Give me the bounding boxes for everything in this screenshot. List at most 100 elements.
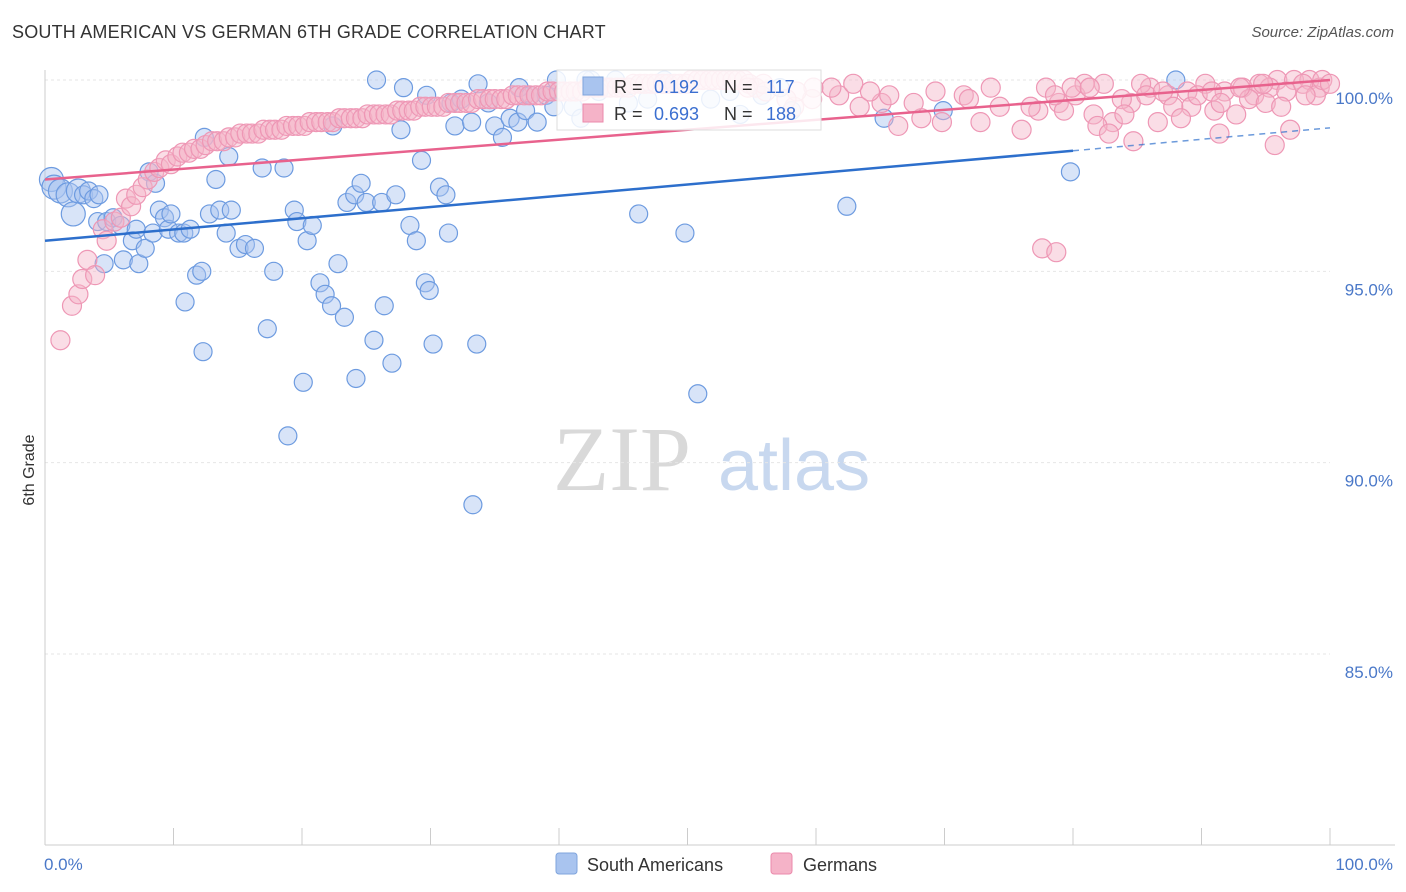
- point-south-americans-121: [366, 70, 387, 90]
- point-germans-136: [1102, 111, 1123, 133]
- point-germans-191: [859, 81, 881, 102]
- point-south-americans-36: [221, 200, 241, 220]
- point-south-americans-34: [210, 200, 230, 220]
- point-germans-202: [1061, 77, 1082, 98]
- stats-r-label-south-americans: R =: [614, 77, 643, 97]
- point-germans-159: [1131, 73, 1152, 94]
- point-germans-71: [467, 89, 489, 110]
- point-germans-175: [1295, 85, 1316, 106]
- point-south-americans-104: [1060, 162, 1081, 182]
- point-germans-34: [253, 119, 274, 140]
- point-germans-6: [92, 219, 113, 240]
- point-south-americans-31: [187, 265, 207, 285]
- point-south-americans-75: [438, 223, 459, 243]
- point-south-americans-45: [257, 319, 277, 339]
- point-germans-154: [1259, 77, 1280, 98]
- point-south-americans-57: [337, 192, 357, 213]
- point-south-americans-35: [216, 223, 236, 243]
- point-south-americans-76: [445, 116, 465, 136]
- point-south-americans-70: [419, 280, 439, 301]
- stats-r-germans: 0.693: [654, 104, 699, 124]
- point-germans-3: [72, 268, 93, 290]
- y-tick-label-95: 95.0%: [1345, 280, 1393, 299]
- axes: [44, 70, 1395, 846]
- point-south-americans-29: [161, 204, 181, 224]
- stats-n-label-germans: N =: [724, 104, 753, 124]
- point-germans-125: [888, 115, 909, 137]
- x-tick-label-min: 0.0%: [44, 855, 83, 874]
- legend-label-south-americans: South Americans: [587, 855, 723, 875]
- point-germans-201: [1046, 242, 1067, 263]
- point-south-americans-39: [244, 238, 265, 258]
- point-germans-187: [958, 89, 980, 110]
- point-germans-42: [299, 111, 320, 133]
- legend-label-germans: Germans: [803, 855, 877, 875]
- point-south-americans-84: [508, 112, 528, 132]
- point-germans-77: [502, 85, 523, 106]
- point-south-americans-30: [175, 292, 195, 312]
- point-germans-35: [259, 119, 280, 140]
- point-germans-158: [1111, 89, 1132, 110]
- point-south-americans-110: [463, 495, 483, 515]
- point-south-americans-19: [135, 238, 155, 258]
- point-south-americans-71: [423, 334, 443, 354]
- point-south-americans-54: [328, 254, 348, 274]
- point-south-americans-79: [462, 112, 482, 132]
- point-germans-47: [329, 108, 350, 129]
- source-credit: Source: ZipAtlas.com: [1251, 24, 1394, 41]
- point-germans-45: [317, 111, 338, 133]
- point-germans-193: [821, 77, 842, 98]
- point-south-americans-52: [315, 284, 335, 304]
- point-germans-69: [456, 92, 477, 114]
- stats-swatch-south-americans: [582, 76, 604, 96]
- point-south-americans-4: [60, 201, 86, 227]
- point-germans-185: [1020, 96, 1041, 117]
- watermark-atlas: atlas: [718, 426, 870, 506]
- stats-n-south-americans: 117: [766, 77, 795, 97]
- point-south-americans-101: [837, 196, 857, 216]
- point-germans-181: [1210, 92, 1231, 114]
- point-germans-0: [50, 330, 71, 351]
- point-south-americans-119: [393, 78, 414, 98]
- point-germans-177: [1319, 73, 1341, 94]
- point-south-americans-95: [629, 204, 649, 224]
- point-germans-131: [1011, 119, 1032, 140]
- point-germans-149: [1147, 111, 1168, 133]
- point-south-americans-118: [688, 384, 708, 404]
- point-germans-152: [1226, 104, 1247, 125]
- point-germans-163: [1209, 123, 1230, 144]
- point-germans-73: [479, 89, 500, 110]
- point-germans-79: [514, 85, 535, 106]
- point-germans-81: [525, 85, 546, 106]
- point-south-americans-33: [199, 204, 220, 224]
- point-south-americans-72: [411, 150, 432, 170]
- point-germans-157: [1087, 115, 1108, 137]
- point-germans-5: [85, 265, 106, 286]
- point-germans-55: [375, 104, 396, 125]
- point-germans-2: [68, 284, 89, 305]
- point-south-americans-44: [264, 261, 284, 281]
- point-south-americans-53: [321, 296, 342, 316]
- point-germans-170: [1114, 104, 1135, 125]
- point-germans-48: [334, 108, 355, 129]
- stats-legend: R = 0.192 N = 117 R = 0.693 N = 188: [556, 69, 822, 131]
- point-germans-57: [386, 100, 408, 121]
- point-germans-8: [104, 211, 125, 232]
- point-germans-127: [931, 111, 953, 133]
- point-germans-30: [230, 123, 251, 144]
- point-germans-72: [473, 89, 494, 110]
- point-germans-129: [970, 111, 991, 133]
- point-germans-63: [421, 96, 442, 117]
- point-germans-188: [925, 81, 946, 102]
- point-germans-167: [1305, 85, 1326, 106]
- trendline-south-americans: [44, 149, 1074, 242]
- point-germans-204: [1098, 123, 1120, 144]
- point-germans-173: [1163, 96, 1184, 117]
- point-south-americans-107: [293, 372, 313, 392]
- point-south-americans-6: [73, 185, 94, 205]
- y-axis-title: 6th Grade: [21, 434, 38, 505]
- point-south-americans-82: [492, 127, 513, 147]
- point-south-americans-61: [364, 330, 384, 350]
- point-south-americans-18: [126, 219, 146, 239]
- point-south-americans-73: [429, 177, 450, 197]
